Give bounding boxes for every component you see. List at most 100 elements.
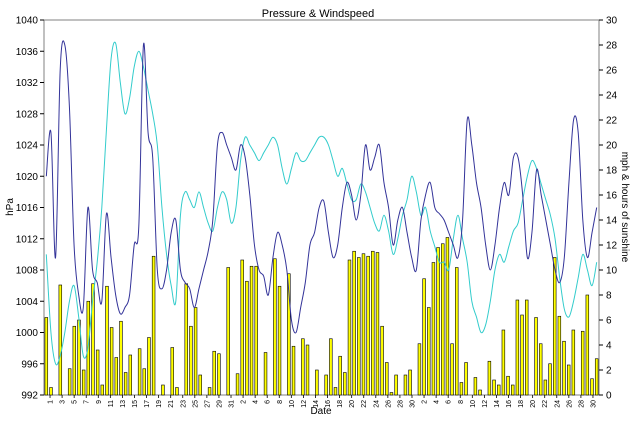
sunshine-bar bbox=[385, 362, 389, 396]
x-axis-tick-label: 10 bbox=[289, 400, 296, 408]
right-axis-tick-label: 26 bbox=[606, 66, 618, 77]
sunshine-bar bbox=[338, 355, 342, 396]
x-axis-tick-label: 30 bbox=[409, 400, 416, 408]
sunshine-bar bbox=[361, 253, 366, 396]
x-axis-tick-label: 28 bbox=[397, 400, 404, 408]
sunshine-bar bbox=[240, 259, 244, 396]
x-axis-tick-label: 9 bbox=[96, 400, 103, 404]
sunshine-bar bbox=[343, 372, 347, 396]
sunshine-bar bbox=[81, 369, 86, 396]
sunshine-bar bbox=[431, 262, 436, 396]
sunshine-bar bbox=[263, 352, 268, 396]
sunshine-bar bbox=[212, 350, 216, 396]
series-lines bbox=[45, 40, 598, 366]
sunshine-bar bbox=[235, 373, 240, 396]
x-axis-tick-label: 14 bbox=[313, 400, 320, 408]
sunshine-bar bbox=[137, 348, 142, 396]
sunshine-bar bbox=[380, 325, 384, 396]
sunshine-bar bbox=[254, 265, 258, 396]
sunshine-bar bbox=[184, 283, 188, 396]
sunshine-bar bbox=[352, 250, 356, 396]
sunshine-bar bbox=[520, 314, 524, 396]
sunshine-bar bbox=[464, 362, 468, 396]
sunshine-bar bbox=[105, 285, 109, 396]
sunshine-bar bbox=[305, 344, 310, 396]
sunshine-bar bbox=[175, 387, 179, 396]
x-axis-tick-label: 5 bbox=[72, 400, 79, 404]
x-axis-tick-label: 14 bbox=[494, 400, 501, 408]
sunshine-bar bbox=[324, 374, 328, 396]
x-axis-tick-label: 2 bbox=[241, 400, 248, 404]
sunshine-bar bbox=[72, 325, 77, 396]
x-axis-tick-label: 2 bbox=[422, 400, 429, 404]
left-axis-tick-label: 1020 bbox=[16, 172, 39, 183]
sunshine-bar bbox=[436, 247, 440, 396]
right-axis-tick-label: 16 bbox=[606, 191, 618, 202]
pressure-line bbox=[45, 41, 598, 366]
sunshine-bar bbox=[347, 259, 352, 396]
sunshine-bar bbox=[375, 252, 380, 396]
x-axis-tick-label: 25 bbox=[192, 400, 199, 408]
x-axis-tick-label: 29 bbox=[216, 400, 223, 408]
right-axis-tick-label: 18 bbox=[606, 166, 618, 177]
sunshine-bar bbox=[301, 338, 305, 396]
sunshine-bar bbox=[552, 257, 557, 396]
x-axis-tick-label: 4 bbox=[434, 400, 441, 404]
sunshine-bar bbox=[119, 320, 123, 396]
sunshine-bars bbox=[44, 237, 599, 396]
sunshine-bar bbox=[515, 299, 520, 396]
wind-speed-line bbox=[45, 40, 598, 334]
x-axis-tick-label: 22 bbox=[542, 400, 549, 408]
sunshine-bar bbox=[459, 382, 464, 396]
sunshine-bar bbox=[548, 363, 552, 396]
sunshine-bar bbox=[492, 379, 496, 396]
x-axis-tick-label: 1 bbox=[48, 400, 55, 404]
sunshine-bar bbox=[147, 337, 151, 396]
sunshine-bar bbox=[207, 387, 212, 396]
sunshine-bar bbox=[198, 374, 202, 396]
x-axis-tick-label: 24 bbox=[554, 400, 561, 408]
sunshine-bar bbox=[44, 317, 49, 396]
right-axis-tick-label: 4 bbox=[606, 341, 612, 352]
chart-title: Pressure & Windspeed bbox=[262, 8, 375, 20]
right-axis-tick-label: 24 bbox=[606, 91, 618, 102]
x-axis-tick-label: 17 bbox=[144, 400, 151, 408]
right-axis-tick-label: 2 bbox=[606, 366, 612, 377]
sunshine-bar bbox=[366, 255, 370, 396]
right-axis-tick-label: 0 bbox=[606, 391, 612, 402]
sunshine-bar bbox=[389, 392, 394, 396]
sunshine-bar bbox=[506, 375, 510, 396]
sunshine-bar bbox=[287, 273, 291, 396]
left-axis-tick-label: 992 bbox=[21, 391, 38, 402]
sunshine-bar bbox=[291, 345, 296, 396]
right-axis-tick-label: 12 bbox=[606, 241, 618, 252]
left-axis-tick-label: 1024 bbox=[16, 141, 39, 152]
sunshine-bar bbox=[273, 258, 277, 396]
sunshine-bar bbox=[315, 369, 319, 396]
left-axis-tick-label: 1016 bbox=[16, 203, 39, 214]
sunshine-bar bbox=[441, 243, 445, 396]
y-axis-label-left: hPa bbox=[5, 198, 16, 216]
sunshine-bar bbox=[249, 265, 254, 396]
right-axis-tick-label: 10 bbox=[606, 266, 618, 277]
left-axis-tick-label: 1036 bbox=[16, 47, 39, 58]
x-axis-tick-label: 22 bbox=[361, 400, 368, 408]
sunshine-bar bbox=[571, 329, 576, 396]
sunshine-bar bbox=[497, 384, 501, 396]
sunshine-bar bbox=[245, 280, 249, 396]
left-axis-tick-label: 996 bbox=[21, 359, 38, 370]
sunshine-bar bbox=[566, 364, 571, 396]
x-axis-tick-label: 10 bbox=[470, 400, 477, 408]
x-axis-tick-label: 13 bbox=[120, 400, 127, 408]
sunshine-bar bbox=[562, 340, 566, 396]
right-axis-tick-label: 20 bbox=[606, 141, 618, 152]
y-axis-label-right: mph & hours of sunshine bbox=[619, 152, 630, 263]
right-axis-tick-label: 30 bbox=[606, 16, 618, 27]
sunshine-bar bbox=[114, 357, 118, 396]
right-axis-tick-label: 6 bbox=[606, 316, 612, 327]
x-axis-tick-label: 30 bbox=[590, 400, 597, 408]
x-axis-tick-label: 8 bbox=[458, 400, 465, 404]
sunshine-bar bbox=[91, 283, 95, 396]
